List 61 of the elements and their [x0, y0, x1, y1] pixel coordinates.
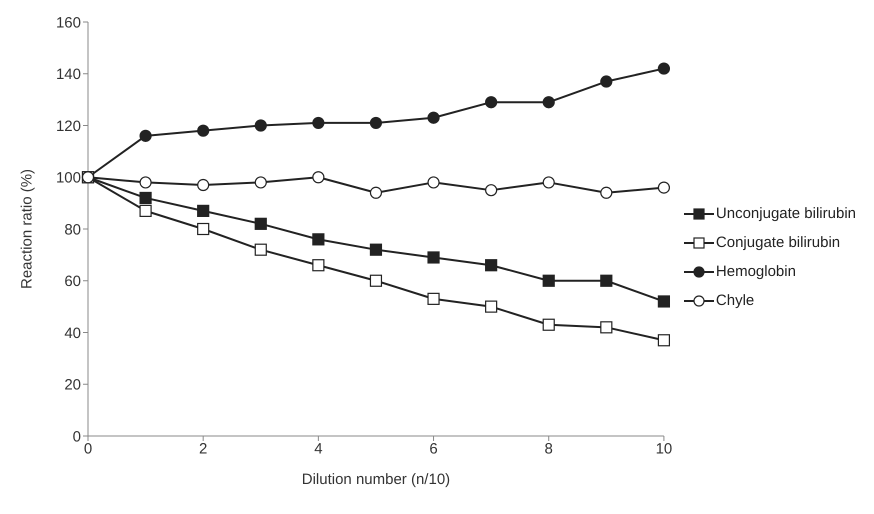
point [254, 119, 267, 132]
point [312, 116, 324, 130]
point [542, 274, 555, 287]
point [312, 259, 324, 272]
point [658, 62, 670, 75]
point [197, 204, 210, 217]
point [485, 300, 498, 313]
point [427, 112, 440, 124]
point [370, 186, 382, 199]
y-tick-label: 160 [56, 14, 81, 32]
point [139, 176, 152, 189]
point [197, 222, 210, 236]
point [139, 130, 152, 142]
y-axis-title: Reaction ratio (%) [18, 168, 36, 290]
point [600, 75, 612, 88]
legend-label: Unconjugate bilirubin [716, 205, 856, 222]
x-tick-label: 4 [314, 440, 323, 458]
x-tick-label: 6 [429, 440, 438, 458]
point [542, 176, 555, 189]
x-tick-label: 10 [656, 440, 672, 458]
point [254, 176, 267, 189]
y-tick-label: 60 [64, 273, 81, 290]
y-tick-label: 140 [56, 66, 81, 84]
point [485, 184, 498, 196]
point [427, 251, 440, 264]
y-tick-label: 100 [56, 170, 81, 187]
point [658, 182, 670, 194]
point [658, 295, 670, 308]
point [254, 218, 267, 230]
point [197, 124, 210, 137]
y-tick-label: 20 [64, 376, 81, 394]
point [312, 171, 324, 184]
x-tick-label: 8 [544, 440, 553, 458]
point [254, 244, 267, 256]
y-tick-label: 40 [64, 324, 81, 342]
point [542, 96, 555, 108]
point [485, 259, 498, 272]
legend-label: Hemoglobin [716, 263, 796, 280]
y-tick-label: 0 [72, 428, 81, 446]
point [542, 318, 555, 331]
point [139, 192, 152, 204]
point [370, 244, 382, 256]
point [197, 178, 210, 192]
point [312, 233, 324, 246]
point [427, 176, 440, 189]
point [370, 116, 382, 130]
legend-label: Conjugate bilirubin [716, 234, 840, 251]
y-tick-label: 80 [64, 221, 81, 238]
x-tick-label: 0 [84, 440, 92, 458]
y-tick-label: 120 [56, 118, 81, 135]
point [600, 186, 612, 199]
x-axis-title: Dilution number (n/10) [302, 471, 450, 488]
point [370, 274, 382, 287]
point [427, 292, 440, 305]
point [600, 321, 612, 334]
legend-label: Chyle [716, 292, 754, 309]
point [600, 274, 612, 287]
point [139, 204, 152, 217]
x-tick-label: 2 [199, 440, 208, 458]
point [658, 334, 670, 346]
point [485, 96, 498, 108]
